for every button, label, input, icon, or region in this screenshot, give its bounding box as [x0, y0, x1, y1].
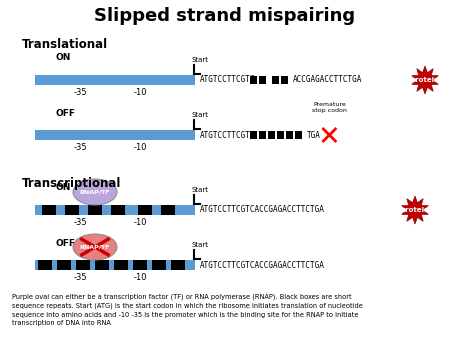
Bar — [295, 131, 302, 139]
Bar — [171, 260, 185, 270]
Text: -10: -10 — [133, 143, 147, 152]
Bar — [38, 260, 52, 270]
Bar — [35, 75, 195, 85]
Bar — [286, 131, 293, 139]
Bar — [250, 76, 257, 84]
Text: Start: Start — [192, 242, 209, 248]
Polygon shape — [402, 196, 428, 224]
Bar — [35, 205, 195, 215]
Bar — [152, 260, 166, 270]
Bar — [114, 260, 128, 270]
Bar — [259, 131, 266, 139]
Text: ATGTCCTTCGTC: ATGTCCTTCGTC — [200, 75, 256, 84]
Bar — [281, 76, 288, 84]
Text: ATGTCCTTCGTCACCGAGACCTTCTGA: ATGTCCTTCGTCACCGAGACCTTCTGA — [200, 206, 325, 215]
Polygon shape — [412, 66, 438, 94]
Text: -35: -35 — [73, 218, 87, 227]
Bar — [95, 260, 109, 270]
Bar — [259, 76, 266, 84]
Ellipse shape — [73, 179, 117, 205]
Text: ATGTCCTTCGTC: ATGTCCTTCGTC — [200, 130, 256, 140]
Text: -10: -10 — [133, 88, 147, 97]
Text: Start: Start — [192, 57, 209, 63]
Text: protein: protein — [410, 77, 440, 83]
Bar — [133, 260, 147, 270]
Text: Start: Start — [192, 187, 209, 193]
Bar — [138, 205, 152, 215]
Text: Start: Start — [192, 112, 209, 118]
Text: Premature
stop codon: Premature stop codon — [312, 102, 347, 113]
Text: RNAP/TF: RNAP/TF — [80, 190, 110, 194]
Bar — [272, 76, 279, 84]
Bar — [35, 260, 195, 270]
Bar — [57, 260, 71, 270]
Text: -35: -35 — [73, 143, 87, 152]
Text: Transcriptional: Transcriptional — [22, 176, 122, 190]
Bar — [65, 205, 79, 215]
Bar — [277, 131, 284, 139]
Text: ON: ON — [55, 184, 70, 193]
Bar — [268, 131, 275, 139]
Text: TGA: TGA — [306, 130, 320, 140]
Bar — [250, 131, 257, 139]
Text: RNAP/TF: RNAP/TF — [80, 244, 110, 249]
Bar — [111, 205, 125, 215]
Text: -10: -10 — [133, 273, 147, 282]
Bar — [161, 205, 175, 215]
Text: OFF: OFF — [55, 108, 75, 118]
Text: Slipped strand mispairing: Slipped strand mispairing — [94, 7, 356, 25]
Text: ATGTCCTTCGTCACCGAGACCTTCTGA: ATGTCCTTCGTCACCGAGACCTTCTGA — [200, 261, 325, 269]
Bar — [76, 260, 90, 270]
Bar — [88, 205, 102, 215]
Bar — [42, 205, 56, 215]
Text: Purple oval can either be a transcription factor (TF) or RNA polymerase (RNAP). : Purple oval can either be a transcriptio… — [12, 294, 363, 326]
Text: Translational: Translational — [22, 39, 108, 51]
Text: OFF: OFF — [55, 239, 75, 247]
Text: ON: ON — [55, 53, 70, 63]
Text: -35: -35 — [73, 273, 87, 282]
Text: -35: -35 — [73, 88, 87, 97]
Bar — [35, 130, 195, 140]
Text: protein: protein — [400, 207, 430, 213]
Text: -10: -10 — [133, 218, 147, 227]
Ellipse shape — [73, 234, 117, 260]
Text: ACCGAGACCTTCTGA: ACCGAGACCTTCTGA — [292, 75, 362, 84]
